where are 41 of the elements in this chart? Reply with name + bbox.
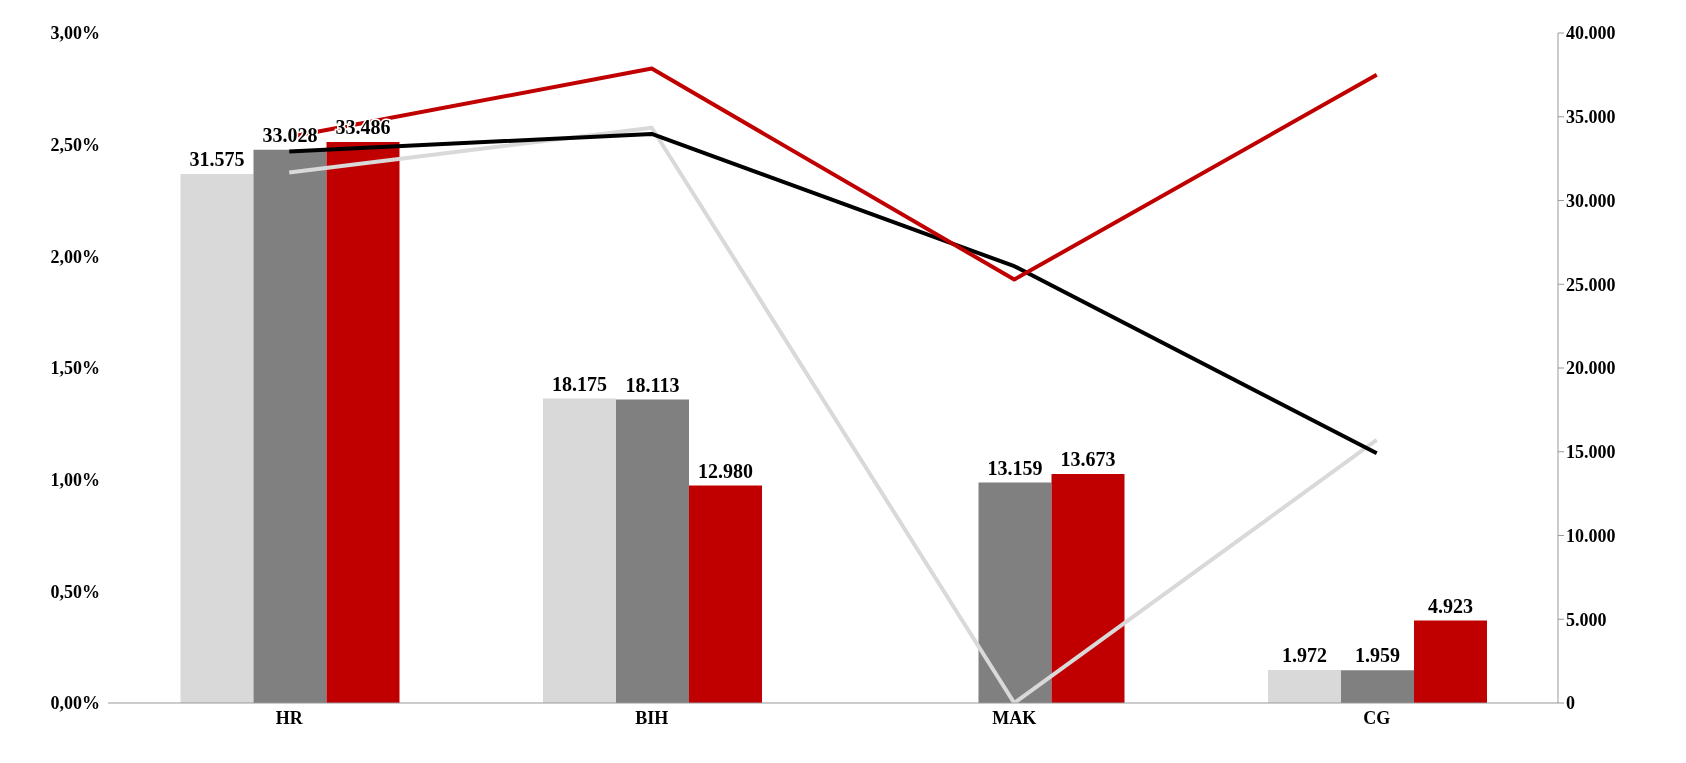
y-tick-label: 0,50% (50, 581, 100, 602)
data-label: 13.159 (987, 456, 1043, 479)
y2-tick-label: 25.000 (1566, 274, 1616, 295)
y2-tick-label: 15.000 (1566, 442, 1616, 463)
x-tick-label: BIH (635, 707, 669, 728)
y2-tick-label: 20.000 (1566, 358, 1616, 379)
data-label: 18.175 (552, 372, 607, 395)
data-label: 33.028 (262, 123, 318, 146)
data-label: 4.923 (1428, 594, 1473, 617)
y2-tick-label: 5.000 (1566, 609, 1607, 630)
bar (180, 174, 254, 703)
bar (1051, 473, 1125, 703)
data-label: 13.673 (1060, 447, 1116, 470)
bar (1268, 669, 1341, 703)
data-label: 31.575 (189, 148, 245, 171)
bar (689, 485, 762, 703)
data-label: 12.980 (698, 459, 753, 482)
y-tick-label: 1,00% (50, 470, 100, 491)
y-tick-label: 2,50% (50, 135, 100, 156)
bar (326, 142, 400, 703)
data-label: 1.959 (1355, 644, 1400, 667)
y-tick-label: 0,00% (50, 693, 100, 714)
data-label: 18.113 (625, 373, 680, 396)
bar (543, 398, 616, 703)
bar (253, 149, 327, 703)
x-tick-label: CG (1363, 707, 1391, 728)
y-tick-label: 1,50% (50, 358, 100, 379)
y-tick-label: 3,00% (50, 23, 100, 44)
bar (1414, 620, 1487, 703)
data-label: 1.972 (1282, 643, 1327, 666)
y2-tick-label: 35.000 (1566, 107, 1616, 128)
bar (978, 482, 1052, 703)
y2-tick-label: 0 (1566, 693, 1575, 714)
bar (616, 399, 689, 703)
x-tick-label: MAK (992, 707, 1037, 728)
y2-tick-label: 40.000 (1566, 23, 1616, 44)
y2-tick-label: 30.000 (1566, 190, 1616, 211)
bar (1341, 670, 1414, 703)
y2-tick-label: 10.000 (1566, 525, 1616, 546)
x-tick-label: HR (275, 707, 304, 728)
y-tick-label: 2,00% (50, 246, 100, 267)
